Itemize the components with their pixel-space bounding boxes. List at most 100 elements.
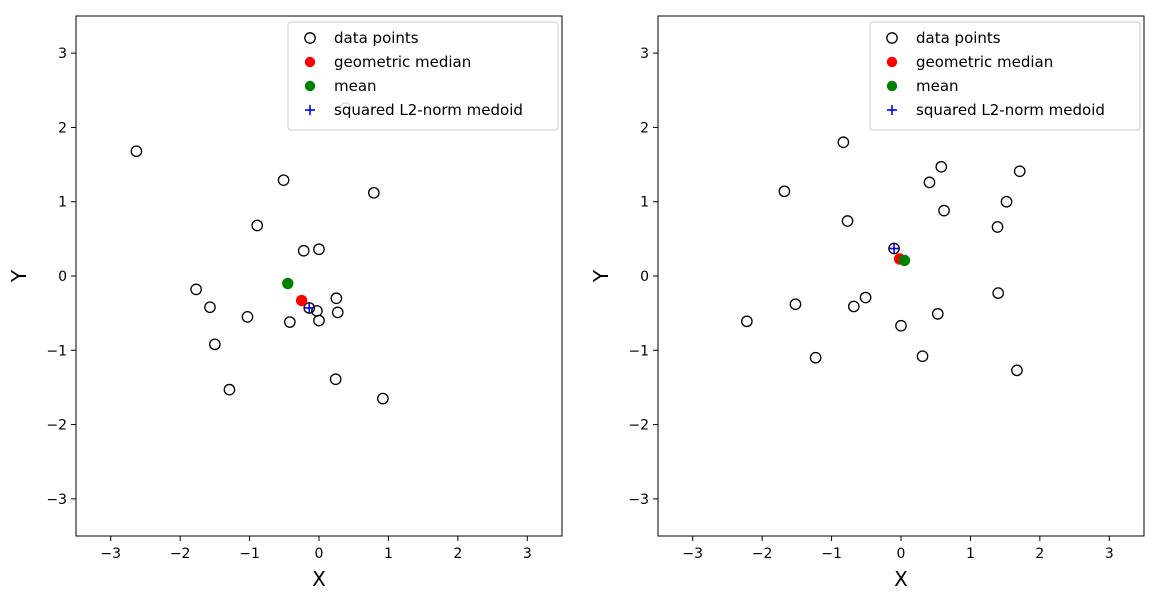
y-tick-label: 1 (58, 195, 67, 211)
x-tick-label: −3 (682, 546, 703, 562)
data-point (377, 392, 389, 405)
legend-item: data points (886, 29, 1001, 47)
y-tick-label: −1 (628, 343, 649, 359)
data-point (938, 204, 950, 217)
data-point (1000, 195, 1013, 208)
legend-label: mean (334, 77, 377, 95)
data-point (297, 244, 310, 257)
x-tick-label: −3 (100, 546, 121, 562)
x-axis-label: X (894, 567, 908, 591)
data-point (847, 300, 860, 313)
data-point (283, 316, 296, 328)
y-tick-label: 1 (640, 195, 649, 211)
legend-label: squared L2-norm medoid (334, 101, 523, 119)
data-point (916, 350, 929, 363)
data-point (130, 145, 143, 158)
data-point (888, 242, 900, 255)
data-point (935, 160, 948, 173)
y-tick-label: 0 (58, 269, 67, 285)
data-point (741, 315, 753, 328)
data-point (190, 283, 202, 296)
x-tick-label: −2 (752, 546, 773, 562)
x-tick-label: 2 (453, 546, 462, 562)
legend-label: geometric median (334, 53, 471, 71)
y-tick-label: −1 (46, 343, 67, 359)
x-tick-label: 1 (966, 546, 975, 562)
data-point (1011, 364, 1023, 377)
y-tick-label: −2 (628, 418, 649, 434)
mean-point (282, 277, 294, 290)
mean-point (898, 254, 911, 267)
legend-marker (304, 80, 316, 92)
legend-item: geometric median (304, 53, 471, 71)
medoid-marker (304, 302, 315, 313)
legend-item: mean (886, 77, 959, 95)
x-tick-label: −1 (821, 546, 842, 562)
data-point (204, 301, 216, 314)
y-tick-label: −3 (628, 492, 649, 508)
data-point (992, 287, 1005, 299)
legend-marker (304, 56, 316, 68)
data-point (809, 351, 822, 364)
x-tick-label: 1 (384, 546, 393, 562)
data-point (313, 243, 325, 256)
legend-label: data points (334, 29, 419, 47)
geometric-median-point (295, 294, 308, 307)
legend-item: data points (304, 29, 419, 47)
data-point (241, 311, 254, 323)
legend-label: geometric median (916, 53, 1053, 71)
data-point (841, 215, 854, 227)
legend-box (869, 21, 1141, 131)
data-point (991, 221, 1004, 233)
data-point (303, 302, 316, 314)
legend-box (287, 21, 559, 131)
legend-marker (886, 32, 898, 44)
x-tick-label: −2 (170, 546, 191, 562)
legend-item: geometric median (886, 53, 1053, 71)
data-point (251, 219, 264, 232)
y-tick-label: 3 (58, 46, 67, 62)
data-point (209, 338, 221, 351)
y-tick-label: 2 (640, 120, 649, 136)
y-tick-label: −2 (46, 418, 67, 434)
legend-marker (304, 32, 316, 44)
plot-area (741, 136, 1026, 377)
x-tick-label: 2 (1035, 546, 1044, 562)
data-point (313, 314, 325, 327)
data-point (1013, 165, 1026, 178)
data-point (895, 319, 907, 332)
data-point (331, 306, 344, 319)
data-point (330, 292, 343, 305)
legend: data points geometric median mean squared L… (287, 21, 559, 131)
data-point (923, 176, 936, 189)
legend-item: mean (304, 77, 377, 95)
legend-label: squared L2-norm medoid (916, 101, 1105, 119)
legend-marker (886, 56, 898, 68)
data-point (367, 186, 380, 199)
x-tick-label: 0 (315, 546, 324, 562)
y-axis-label: Y (7, 269, 31, 283)
x-tick-label: 3 (523, 546, 532, 562)
data-point (329, 373, 342, 386)
data-point (789, 298, 802, 311)
x-tick-label: −1 (239, 546, 260, 562)
x-tick-label: 0 (897, 546, 906, 562)
data-point (931, 308, 944, 320)
data-point (277, 174, 290, 187)
y-tick-label: 2 (58, 120, 67, 136)
legend-item: squared L2-norm medoid (305, 101, 523, 119)
legend-marker (886, 80, 898, 92)
legend-label: mean (916, 77, 959, 95)
data-point (778, 185, 791, 198)
data-point (859, 291, 872, 304)
y-tick-label: 0 (640, 269, 649, 285)
x-tick-label: 3 (1105, 546, 1114, 562)
legend-item: squared L2-norm medoid (887, 101, 1105, 119)
data-point (837, 136, 850, 149)
legend: data points geometric median mean squared L… (869, 21, 1141, 131)
y-tick-label: −3 (46, 492, 67, 508)
medoid-marker (889, 243, 900, 254)
y-tick-label: 3 (640, 46, 649, 62)
